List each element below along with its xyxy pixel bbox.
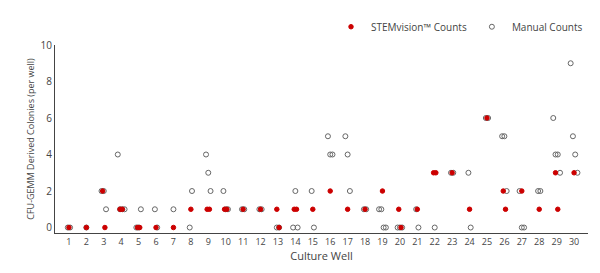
svg-text:17: 17 xyxy=(342,235,352,248)
svg-text:23: 23 xyxy=(447,235,457,248)
svg-text:0: 0 xyxy=(46,220,52,234)
svg-text:15: 15 xyxy=(308,235,318,248)
svg-text:3: 3 xyxy=(101,235,106,248)
svg-text:2: 2 xyxy=(84,235,89,248)
svg-text:5: 5 xyxy=(136,235,141,248)
svg-text:Culture Well: Culture Well xyxy=(290,248,353,263)
svg-text:29: 29 xyxy=(552,235,562,248)
svg-text:25: 25 xyxy=(482,235,492,248)
svg-text:6: 6 xyxy=(46,111,52,125)
svg-text:8: 8 xyxy=(46,74,52,88)
svg-text:Manual Counts: Manual Counts xyxy=(512,20,583,34)
svg-text:1: 1 xyxy=(66,235,71,248)
svg-text:2: 2 xyxy=(46,184,52,198)
svg-text:22: 22 xyxy=(430,235,440,248)
svg-text:27: 27 xyxy=(517,235,527,248)
svg-text:STEMvision™ Counts: STEMvision™ Counts xyxy=(371,20,467,34)
svg-text:18: 18 xyxy=(360,235,370,248)
svg-text:21: 21 xyxy=(412,235,422,248)
svg-text:16: 16 xyxy=(325,235,335,248)
svg-text:7: 7 xyxy=(171,235,176,248)
svg-text:11: 11 xyxy=(238,235,248,248)
svg-text:8: 8 xyxy=(188,235,193,248)
svg-text:CFU-GEMM Derived Colonies (per: CFU-GEMM Derived Colonies (per well) xyxy=(24,58,37,220)
svg-text:19: 19 xyxy=(377,235,387,248)
svg-text:9: 9 xyxy=(206,235,211,248)
svg-text:6: 6 xyxy=(153,235,158,248)
svg-text:14: 14 xyxy=(290,235,300,248)
svg-text:13: 13 xyxy=(273,235,283,248)
svg-text:10: 10 xyxy=(41,38,53,52)
svg-text:24: 24 xyxy=(464,235,474,248)
svg-text:20: 20 xyxy=(395,235,405,248)
svg-text:28: 28 xyxy=(534,235,544,248)
svg-text:10: 10 xyxy=(221,235,231,248)
svg-text:26: 26 xyxy=(499,235,509,248)
svg-text:4: 4 xyxy=(119,235,124,248)
svg-text:30: 30 xyxy=(569,235,579,248)
svg-text:12: 12 xyxy=(255,235,265,248)
svg-text:4: 4 xyxy=(46,147,52,161)
